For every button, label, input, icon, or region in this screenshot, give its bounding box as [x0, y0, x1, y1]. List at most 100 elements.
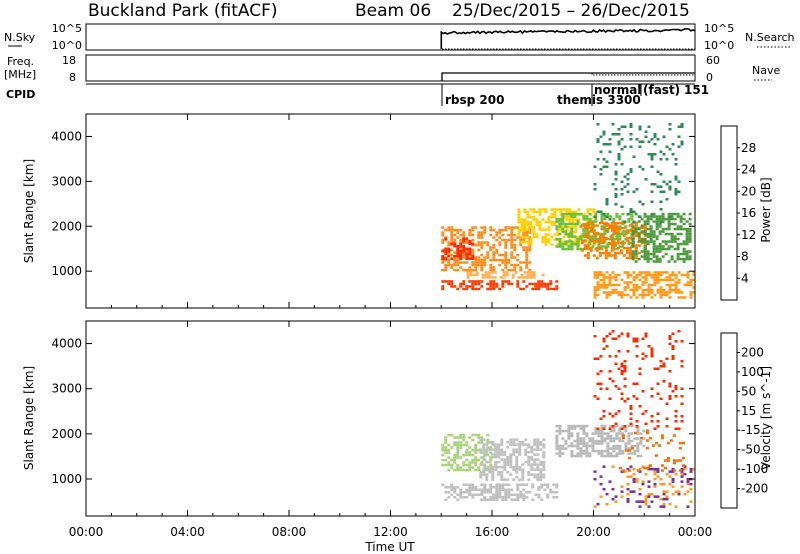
- velocity-cell: [650, 355, 654, 358]
- velocity-cell: [543, 488, 547, 491]
- power-cell: [685, 235, 689, 238]
- power-cell: [576, 245, 580, 248]
- velocity-cell: [677, 330, 681, 333]
- velocity-cell: [555, 434, 559, 438]
- power-cell: [465, 257, 469, 260]
- velocity-cell: [507, 496, 511, 499]
- power-cell: [643, 257, 647, 261]
- power-cell: [664, 242, 668, 246]
- velocity-cell: [588, 444, 592, 448]
- velocity-cell: [501, 498, 505, 501]
- power-cell: [447, 243, 451, 247]
- power-cell: [674, 288, 678, 292]
- power-cell: [523, 276, 527, 279]
- velocity-cell: [500, 453, 504, 456]
- power-cell: [646, 215, 650, 218]
- velocity-cell: [641, 412, 645, 415]
- power-cell: [662, 153, 666, 156]
- velocity-cell: [614, 337, 618, 340]
- power-cell: [677, 190, 681, 193]
- power-cell: [538, 220, 542, 224]
- velocity-cell: [555, 439, 559, 443]
- velocity-cell: [471, 496, 475, 499]
- power-cell: [501, 258, 505, 262]
- power-cell: [459, 266, 463, 269]
- power-cell: [616, 221, 620, 225]
- power-cell: [492, 243, 496, 247]
- power-cell: [586, 224, 590, 227]
- x-axis-label: Time UT: [364, 540, 415, 554]
- velocity-cell: [633, 437, 637, 440]
- power-cell: [634, 231, 638, 235]
- power-cell: [652, 242, 656, 246]
- velocity-cell: [639, 439, 643, 443]
- power-cell: [453, 258, 457, 262]
- power-cell: [682, 240, 686, 243]
- power-cell: [650, 153, 654, 156]
- velocity-cell: [500, 443, 504, 446]
- power-cell: [568, 243, 572, 246]
- cpid-entry-4: (fast): [643, 83, 680, 97]
- power-cell: [534, 282, 538, 286]
- velocity-cell: [650, 467, 654, 471]
- power-cell: [561, 217, 565, 221]
- velocity-cell: [521, 463, 525, 466]
- velocity-cell: [462, 491, 466, 494]
- power-cell: [599, 135, 603, 138]
- power-cell: [604, 246, 608, 250]
- velocity-cell: [477, 441, 481, 444]
- power-cell: [474, 258, 478, 262]
- power-cell: [492, 280, 496, 283]
- velocity-cell: [602, 465, 606, 468]
- velocity-cell: [626, 467, 630, 471]
- velocity-region-7: [593, 330, 684, 430]
- velocity-colorbar-label: Velocity [m s^-1]: [759, 366, 773, 470]
- velocity-cell: [609, 437, 613, 440]
- velocity-cell: [524, 453, 528, 456]
- power-cell: [492, 285, 496, 288]
- velocity-cell: [552, 483, 556, 486]
- power-cell: [555, 225, 559, 228]
- power-cell: [679, 220, 683, 223]
- power-cell: [673, 212, 677, 216]
- velocity-cell: [576, 452, 580, 455]
- power-cell: [592, 229, 596, 232]
- velocity-cell: [677, 427, 681, 430]
- power-cell: [453, 285, 457, 288]
- power-cell: [586, 210, 590, 214]
- power-cell: [586, 251, 590, 255]
- power-cell: [629, 133, 633, 136]
- velocity-cell: [453, 443, 457, 447]
- power-cell: [652, 235, 656, 238]
- power-cell: [643, 245, 647, 248]
- power-cell: [555, 217, 559, 221]
- power-cell: [465, 287, 469, 291]
- velocity-cell: [683, 492, 687, 496]
- beam-label: Beam 06: [355, 1, 431, 21]
- velocity-cell: [630, 439, 634, 443]
- power-cell: [650, 283, 654, 287]
- power-cell: [493, 276, 497, 279]
- power-cell: [540, 285, 544, 288]
- velocity-cell: [527, 443, 531, 446]
- velocity-cell: [674, 387, 678, 390]
- power-cell: [673, 240, 677, 243]
- power-cell: [492, 236, 496, 239]
- power-cell: [647, 140, 651, 143]
- power-cell: [652, 215, 656, 218]
- power-cell: [498, 231, 502, 234]
- power-cell: [483, 258, 487, 262]
- power-cell: [596, 210, 600, 213]
- velocity-cell: [597, 432, 601, 435]
- power-cell: [462, 247, 466, 250]
- power-cell: [504, 266, 508, 269]
- power-cell: [641, 168, 645, 171]
- velocity-cell: [633, 449, 637, 453]
- velocity-cell: [602, 410, 606, 413]
- power-cell: [471, 226, 475, 229]
- power-cell: [444, 280, 448, 283]
- velocity-cell: [674, 395, 678, 398]
- velocity-cell: [474, 486, 478, 489]
- power-cell: [561, 247, 565, 251]
